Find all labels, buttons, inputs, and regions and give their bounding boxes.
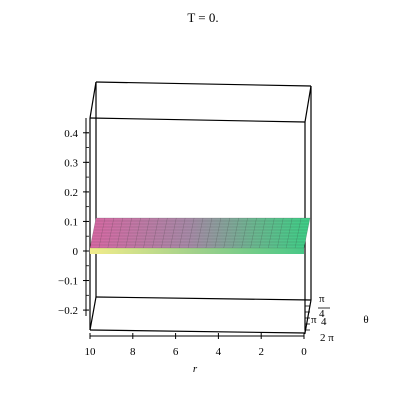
theta-axis: π4π 42 π [304,293,334,344]
z-tick-label: 0.4 [64,128,78,140]
r-tick-label: 2 [258,346,264,358]
mesh-line-r [205,217,213,249]
mesh-line-r [285,217,293,249]
mesh-line-r [187,217,195,249]
mesh-line-r [294,217,302,249]
theta-tick-label: π [311,314,317,326]
r-axis-label: r [193,363,198,375]
chart-title: T = 0. [187,10,218,25]
z-tick-label: −0.2 [58,305,78,317]
theta-axis-label: θ [363,314,368,326]
mesh-line-r [268,217,275,249]
mesh-line-r [143,217,150,249]
r-tick-label: 0 [301,346,307,358]
surface-top [90,217,310,248]
mesh-line-r [98,217,106,249]
surface-front [90,247,304,254]
mesh-line-r [152,217,159,249]
mesh-line-r [223,217,230,249]
r-tick-label: 6 [173,346,179,358]
bounding-box [89,81,312,334]
z-tick-label: 0.1 [64,216,78,228]
r-tick-label: 10 [85,346,97,358]
mesh-line-r [107,217,115,249]
mesh-line-r [303,217,311,249]
mesh-line-r [277,217,284,249]
mesh-line-r [259,217,266,249]
surface [89,217,311,254]
box-edge-0 [89,117,306,123]
box-edge-10 [89,296,97,331]
box-edge-1 [95,81,312,87]
mesh-line-r [161,217,168,249]
theta-tick-label: 4 [321,316,327,328]
mesh-line-r [170,217,177,249]
box-edge-3 [304,85,312,123]
mesh-line-r [241,217,248,249]
mesh-line-r [214,217,222,249]
mesh-line-r [250,217,257,249]
mesh-line-r [232,217,239,249]
r-axis: 10 8 6 4 2 0 [85,333,307,358]
box-edge-9 [95,296,312,301]
theta-tick-label: 4 [319,308,325,320]
mesh-line-r [178,217,186,249]
r-tick-label: 4 [216,346,222,358]
box-edge-8 [89,329,306,334]
box-edge-2 [89,81,97,119]
mesh-line-r [116,217,123,249]
z-tick-label: 0 [73,246,79,258]
z-tick-label: −0.1 [58,276,78,288]
z-axis: 0.4 0.3 0.2 0.1 0 −0.1 −0.2 [58,118,89,317]
box-edge-11 [304,299,312,334]
theta-tick-label: π [319,293,325,305]
mesh-line-r [134,217,141,249]
z-tick-label: 0.3 [64,157,78,169]
r-tick-label: 8 [130,346,136,358]
mesh-line-r [196,217,204,249]
mesh-line-r [125,217,132,249]
theta-tick-label: 2 π [320,332,334,344]
mesh-line-r [89,217,97,249]
z-tick-label: 0.2 [64,187,78,199]
